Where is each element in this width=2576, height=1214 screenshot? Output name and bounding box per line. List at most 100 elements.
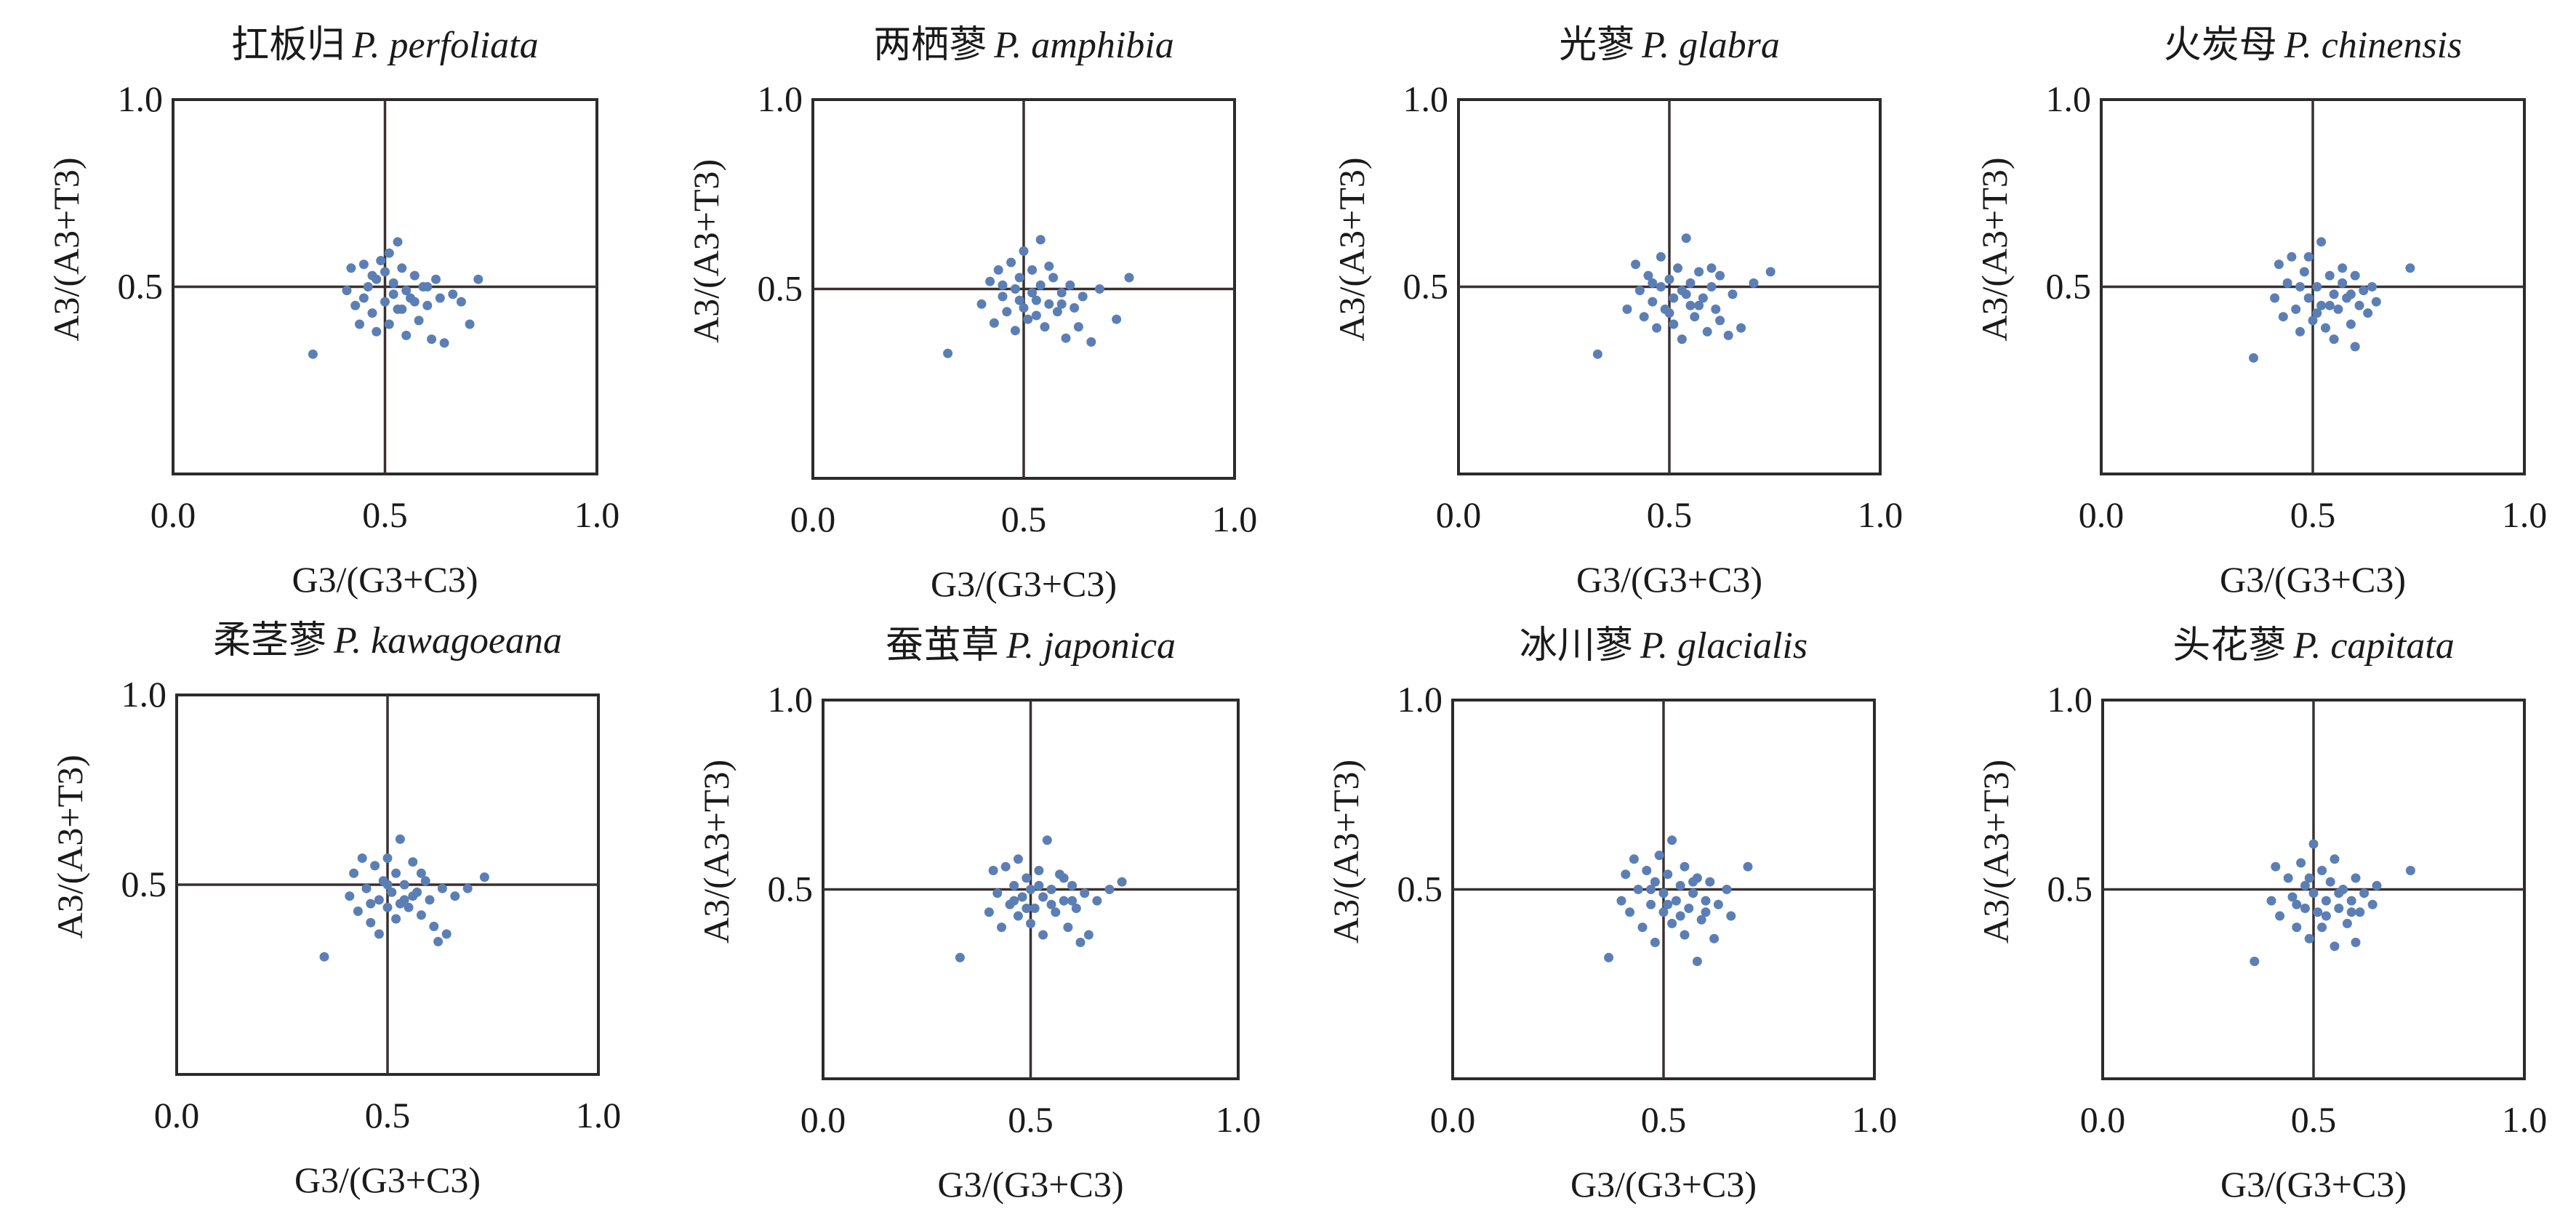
data-point (1639, 312, 1649, 322)
y-tick-label: 0.5 (1403, 266, 1449, 307)
x-tick-label: 0.5 (2290, 494, 2336, 535)
data-point (2333, 304, 2343, 314)
data-point (2308, 315, 2318, 326)
data-point (1026, 918, 1035, 928)
data-point (1648, 278, 1658, 288)
data-point (2359, 888, 2370, 899)
y-axis-label: A3/(A3+T3) (686, 159, 726, 343)
data-point (2346, 896, 2356, 906)
data-point (1685, 278, 1696, 288)
data-point (2321, 896, 2331, 906)
data-point (409, 270, 420, 281)
data-point (1656, 252, 1666, 262)
data-point (2316, 237, 2327, 247)
data-point (2354, 300, 2364, 310)
data-point (1042, 835, 1052, 845)
data-point (1022, 904, 1032, 913)
x-tick-label: 1.0 (574, 494, 620, 535)
panel-title: 头花蓼 P. capitata (2172, 624, 2455, 667)
data-point (1059, 896, 1069, 906)
y-axis-label: A3/(A3+T3) (1331, 157, 1372, 341)
data-point (1046, 899, 1056, 909)
data-point (1664, 308, 1674, 318)
data-point (1065, 280, 1075, 290)
data-point (2316, 300, 2327, 310)
data-point (1684, 904, 1694, 913)
data-point (1010, 326, 1020, 336)
data-point (1637, 922, 1648, 933)
data-point (384, 248, 394, 258)
data-point (1709, 933, 1720, 944)
data-point (357, 853, 367, 863)
data-point (2350, 342, 2360, 352)
x-axis-label: G3/(G3+C3) (2220, 1164, 2407, 1205)
data-point (1648, 297, 1658, 307)
data-point (2278, 312, 2288, 322)
data-point (2372, 880, 2382, 891)
y-axis-label: A3/(A3+T3) (1975, 760, 2016, 944)
y-axis-label: A3/(A3+T3) (46, 157, 87, 341)
panel-title-species: P. kawagoeana (333, 620, 562, 662)
data-point (1643, 270, 1653, 281)
data-point (2321, 911, 2331, 921)
data-point (2312, 308, 2322, 318)
data-point (408, 857, 418, 867)
data-point (395, 899, 405, 909)
data-point (1652, 323, 1662, 333)
data-point (358, 260, 369, 270)
data-point (1040, 322, 1050, 332)
data-point (382, 902, 393, 912)
x-axis-label: G3/(G3+C3) (938, 1164, 1124, 1205)
data-point (380, 297, 390, 307)
data-point (308, 349, 318, 359)
data-point (1696, 914, 1706, 925)
data-point (473, 274, 483, 284)
data-point (437, 883, 447, 893)
data-point (2329, 289, 2339, 300)
x-tick-label: 0.0 (2080, 1099, 2126, 1140)
data-point (1038, 892, 1048, 902)
data-point (391, 868, 401, 878)
x-axis-label: G3/(G3+C3) (294, 1159, 481, 1200)
x-tick-label: 0.0 (1430, 1099, 1476, 1140)
x-tick-label: 1.0 (1858, 494, 1903, 535)
panel-title-species: P. japonica (1006, 625, 1176, 667)
data-point (2351, 873, 2361, 883)
x-axis-label: G3/(G3+C3) (1576, 559, 1762, 600)
data-point (1694, 300, 1704, 310)
data-point (1671, 896, 1681, 906)
panel-title-species: P. glacialis (1640, 625, 1807, 667)
data-point (342, 286, 352, 296)
data-point (2271, 861, 2281, 872)
y-tick-label: 0.5 (118, 266, 164, 307)
x-tick-label: 0.5 (1647, 494, 1693, 535)
data-point (1701, 907, 1711, 917)
y-tick-label: 1.0 (768, 679, 814, 720)
x-tick-label: 0.0 (151, 494, 196, 535)
data-point (1680, 930, 1690, 940)
y-tick-label: 0.5 (758, 268, 803, 309)
data-point (1002, 307, 1012, 317)
data-point (2270, 293, 2280, 303)
data-point (1642, 866, 1652, 875)
x-tick-label: 0.0 (801, 1099, 846, 1140)
data-point (2325, 877, 2335, 887)
data-point (1000, 861, 1011, 872)
data-point (382, 853, 393, 863)
x-tick-label: 1.0 (576, 1095, 622, 1135)
data-point (1625, 907, 1635, 917)
data-point (998, 280, 1008, 290)
data-point (2342, 918, 2352, 928)
x-tick-label: 0.5 (365, 1095, 411, 1135)
y-tick-label: 1.0 (121, 674, 167, 715)
data-point (366, 917, 376, 928)
data-point (363, 282, 373, 292)
data-point (1031, 295, 1041, 305)
data-point (1026, 885, 1035, 894)
x-axis-label: G3/(G3+C3) (931, 563, 1117, 604)
x-tick-label: 0.0 (2079, 494, 2124, 535)
data-point (450, 891, 460, 901)
data-point (2405, 263, 2415, 273)
data-point (1715, 270, 1725, 281)
x-tick-label: 0.5 (2291, 1099, 2337, 1140)
